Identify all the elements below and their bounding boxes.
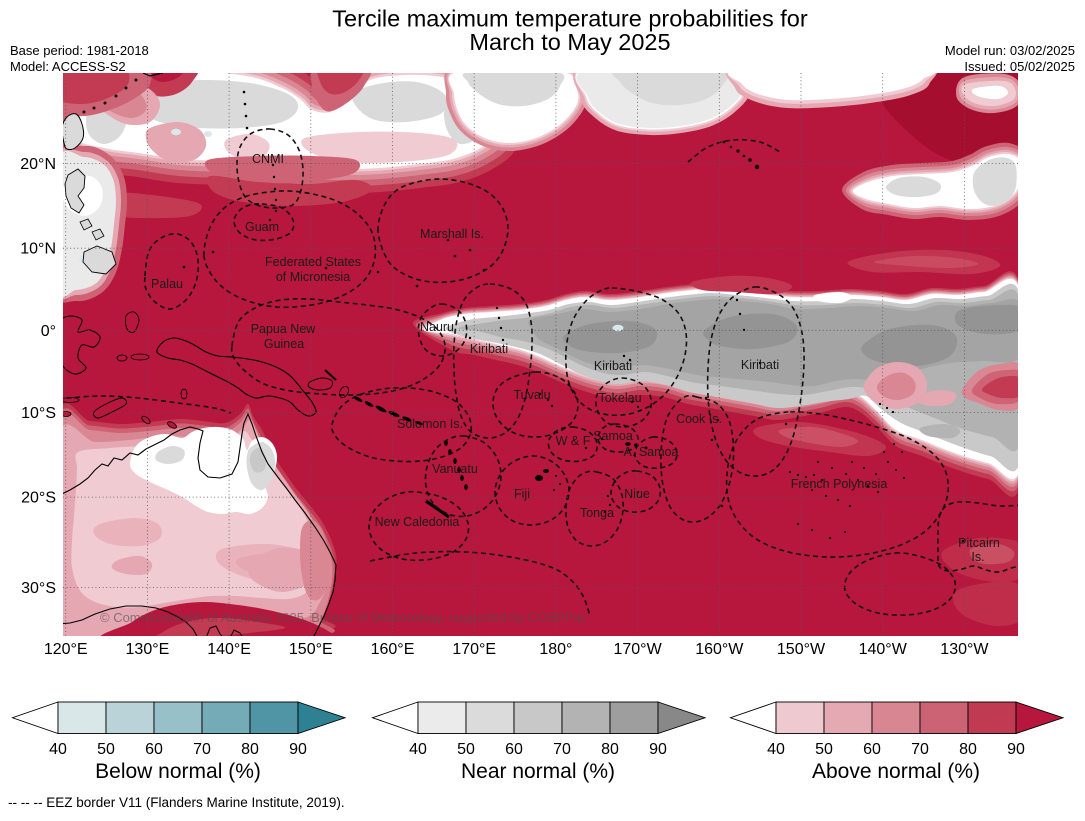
svg-text:70: 70 — [553, 741, 571, 758]
svg-text:50: 50 — [97, 741, 115, 758]
svg-text:60: 60 — [863, 741, 881, 758]
svg-text:of Micronesia: of Micronesia — [276, 270, 350, 284]
svg-text:60: 60 — [505, 741, 523, 758]
svg-text:Base period: 1981-2018: Base period: 1981-2018 — [10, 43, 149, 58]
svg-text:70: 70 — [911, 741, 929, 758]
svg-text:© Commonwealth of Australia 20: © Commonwealth of Australia 2025, Bureau… — [100, 610, 587, 625]
svg-text:50: 50 — [815, 741, 833, 758]
svg-text:50: 50 — [457, 741, 475, 758]
svg-text:Guinea: Guinea — [264, 337, 304, 351]
svg-text:30°S: 30°S — [21, 580, 56, 597]
svg-text:Below normal (%): Below normal (%) — [95, 760, 261, 783]
svg-text:March to May 2025: March to May 2025 — [469, 29, 670, 55]
svg-text:130°E: 130°E — [126, 641, 170, 658]
svg-text:Niue: Niue — [624, 487, 650, 501]
svg-text:90: 90 — [1007, 741, 1025, 758]
svg-text:Nauru: Nauru — [420, 320, 454, 334]
svg-text:Issued: 05/02/2025: Issued: 05/02/2025 — [964, 59, 1075, 74]
svg-text:120°E: 120°E — [44, 641, 88, 658]
svg-text:60: 60 — [145, 741, 163, 758]
svg-text:Near normal (%): Near normal (%) — [461, 760, 615, 783]
svg-text:170°W: 170°W — [613, 641, 662, 658]
svg-text:New Caledonia: New Caledonia — [375, 515, 460, 529]
svg-text:Kiribati: Kiribati — [594, 359, 632, 373]
svg-text:140°W: 140°W — [859, 641, 908, 658]
svg-text:Palau: Palau — [151, 277, 183, 291]
svg-text:150°E: 150°E — [289, 641, 333, 658]
svg-text:French Polynesia: French Polynesia — [791, 477, 888, 491]
svg-text:160°W: 160°W — [695, 641, 744, 658]
svg-text:Kiribati: Kiribati — [470, 342, 508, 356]
svg-text:Above normal (%): Above normal (%) — [812, 760, 980, 783]
svg-text:10°S: 10°S — [21, 405, 56, 422]
svg-text:A. Samoa: A. Samoa — [624, 445, 679, 459]
svg-text:Fiji: Fiji — [514, 487, 530, 501]
svg-text:80: 80 — [601, 741, 619, 758]
svg-text:40: 40 — [49, 741, 67, 758]
svg-text:90: 90 — [649, 741, 667, 758]
svg-text:20°S: 20°S — [21, 490, 56, 507]
svg-text:Solomon Is.: Solomon Is. — [397, 417, 463, 431]
svg-text:70: 70 — [193, 741, 211, 758]
svg-text:CNMI: CNMI — [252, 152, 284, 166]
svg-text:Cook Is.: Cook Is. — [676, 412, 722, 426]
svg-text:W & F: W & F — [556, 434, 591, 448]
svg-text:Guam: Guam — [245, 220, 279, 234]
svg-text:130°W: 130°W — [940, 641, 989, 658]
svg-text:Pitcairn: Pitcairn — [958, 536, 1000, 550]
svg-text:40: 40 — [767, 741, 785, 758]
svg-text:Tonga: Tonga — [580, 506, 614, 520]
svg-text:Vanuatu: Vanuatu — [432, 462, 478, 476]
svg-text:Kiribati: Kiribati — [741, 358, 779, 372]
svg-text:10°N: 10°N — [20, 241, 56, 258]
svg-text:80: 80 — [241, 741, 259, 758]
svg-text:-- -- -- EEZ border V11 (Fla: -- -- -- EEZ border V11 (Flanders Marine… — [8, 795, 345, 810]
svg-text:160°E: 160°E — [371, 641, 415, 658]
svg-text:Marshall Is.: Marshall Is. — [420, 227, 484, 241]
svg-text:Federated States: Federated States — [265, 255, 361, 269]
svg-text:Tokelau: Tokelau — [598, 391, 641, 405]
svg-text:Papua New: Papua New — [251, 322, 317, 336]
svg-text:150°W: 150°W — [777, 641, 826, 658]
svg-text:Model: ACCESS-S2: Model: ACCESS-S2 — [10, 59, 126, 74]
svg-text:Tercile maximum temperature pr: Tercile maximum temperature probabilitie… — [332, 6, 808, 32]
svg-text:170°E: 170°E — [452, 641, 496, 658]
svg-text:Samoa: Samoa — [593, 429, 633, 443]
svg-text:20°N: 20°N — [20, 156, 56, 173]
svg-text:140°E: 140°E — [207, 641, 251, 658]
svg-text:Is.: Is. — [971, 550, 984, 564]
svg-text:40: 40 — [409, 741, 427, 758]
svg-text:Model run: 03/02/2025: Model run: 03/02/2025 — [945, 43, 1075, 58]
svg-text:80: 80 — [959, 741, 977, 758]
svg-text:Tuvalu: Tuvalu — [513, 388, 550, 402]
svg-text:0°: 0° — [41, 323, 56, 340]
svg-text:90: 90 — [289, 741, 307, 758]
svg-text:180°: 180° — [539, 641, 572, 658]
